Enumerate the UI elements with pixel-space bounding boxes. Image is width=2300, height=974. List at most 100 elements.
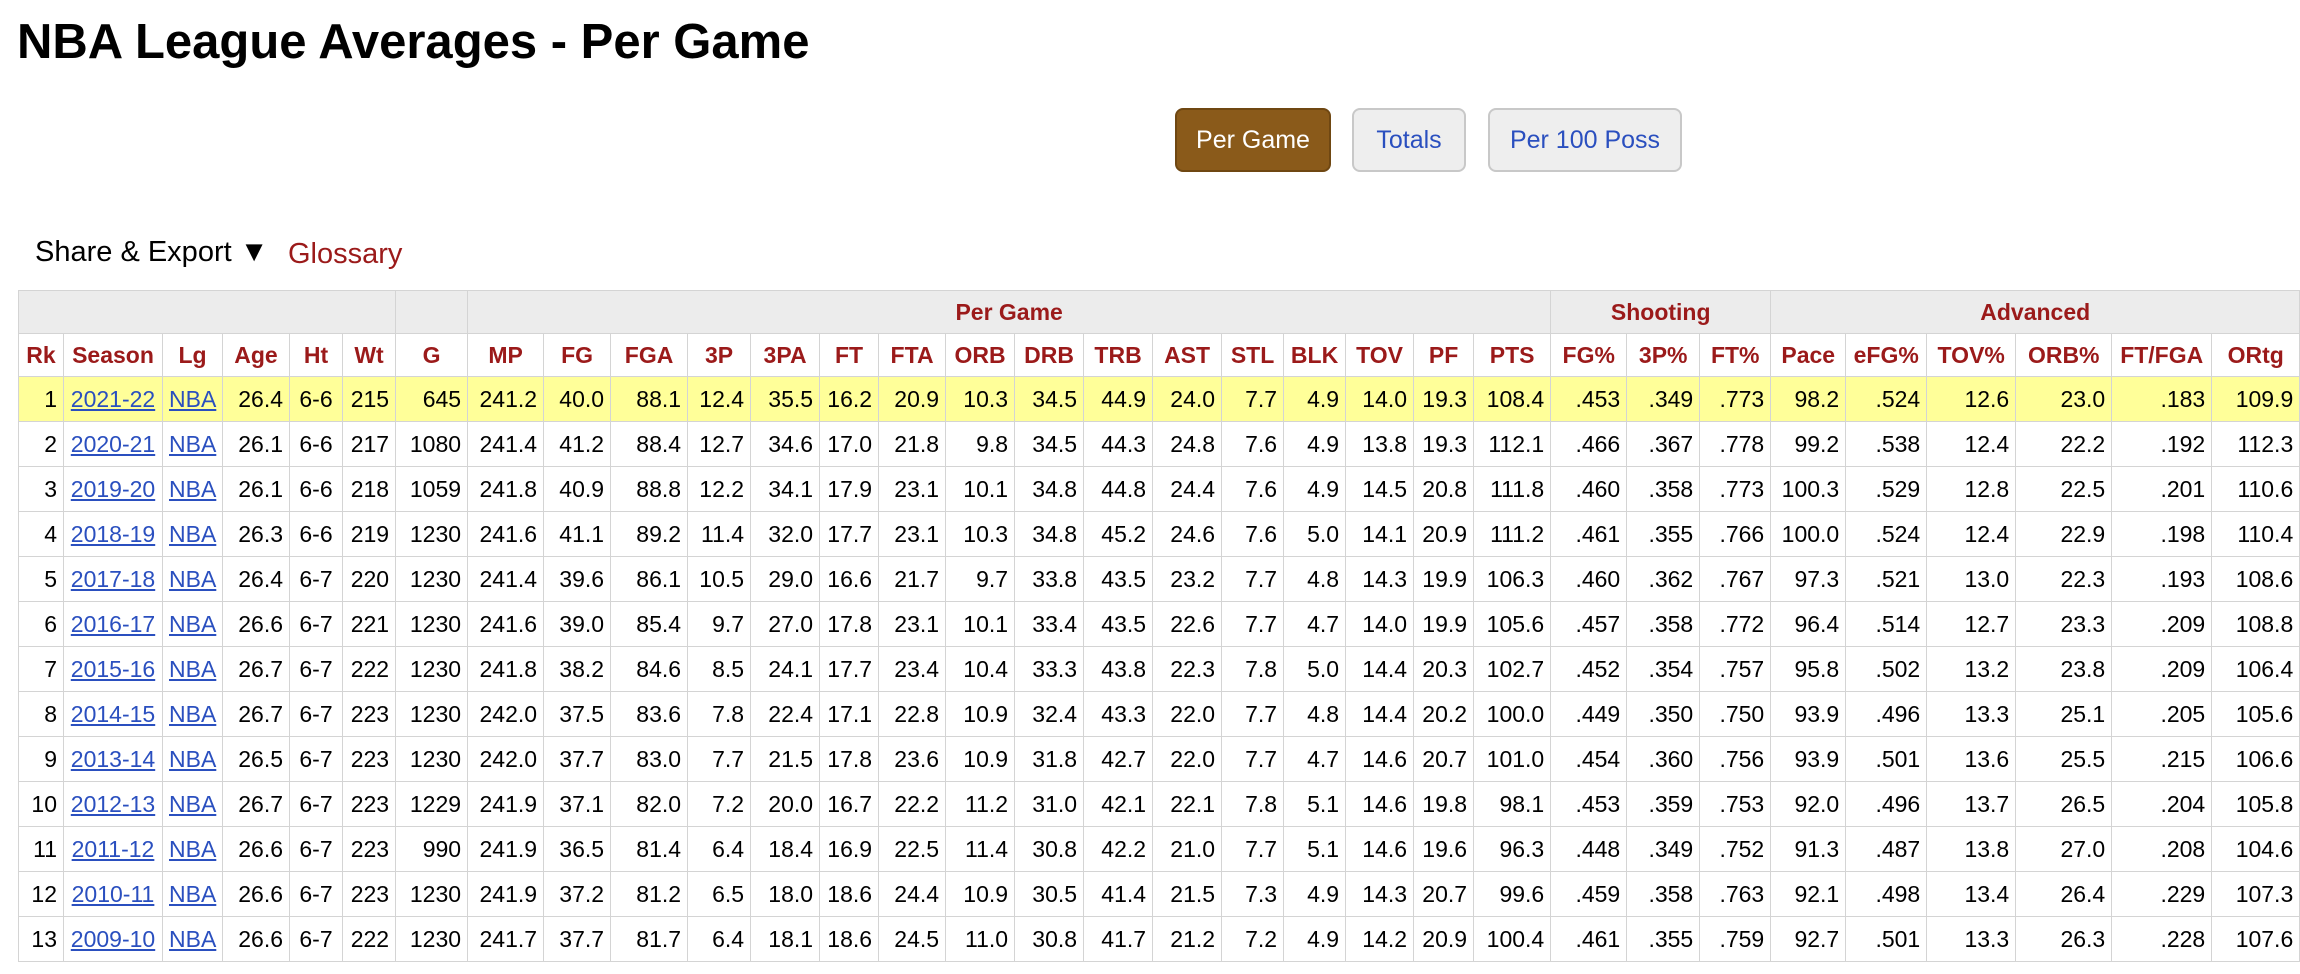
table-cell: 6 [18,601,64,647]
league-link[interactable]: NBA [169,700,217,727]
table-cell: 22.1 [1152,781,1223,827]
column-header[interactable]: Ht [289,333,343,377]
column-header[interactable]: eFG% [1845,333,1928,377]
table-cell: 21.8 [878,421,947,467]
column-header[interactable]: BLK [1283,333,1347,377]
season-cell: 2016-17 [63,601,163,647]
table-cell: 107.3 [2211,871,2300,917]
table-cell: 8.5 [687,646,752,692]
column-header[interactable]: Age [222,333,290,377]
league-link[interactable]: NBA [169,880,217,907]
table-cell: 86.1 [610,556,689,602]
column-header[interactable]: Rk [18,333,64,377]
season-link[interactable]: 2018-19 [70,520,156,547]
table-cell: .750 [1699,691,1772,737]
season-link[interactable]: 2020-21 [70,430,156,457]
table-cell: 223 [341,691,397,737]
table-cell: 27.0 [2015,826,2113,872]
table-cell: 22.2 [2015,421,2113,467]
table-cell: 7.7 [1221,556,1285,602]
column-header[interactable]: PTS [1473,333,1552,377]
table-cell: 19.9 [1413,601,1475,647]
league-link[interactable]: NBA [169,925,217,952]
column-header[interactable]: STL [1221,333,1285,377]
column-header[interactable]: ORtg [2211,333,2300,377]
per-100-poss-button[interactable]: Per 100 Poss [1488,108,1682,172]
column-header[interactable]: FG [543,333,612,377]
column-header[interactable]: FGA [610,333,689,377]
share-export-menu[interactable]: Share & Export ▼ [35,236,269,268]
totals-button[interactable]: Totals [1352,108,1466,172]
table-cell: .496 [1845,691,1928,737]
season-link[interactable]: 2009-10 [70,925,156,952]
table-cell: 14.5 [1345,466,1415,512]
table-cell: 42.7 [1083,736,1154,782]
league-link[interactable]: NBA [169,655,217,682]
table-cell: .367 [1626,421,1701,467]
table-cell: 10.9 [945,691,1016,737]
league-link[interactable]: NBA [169,385,217,412]
column-header[interactable]: 3P% [1626,333,1701,377]
league-link[interactable]: NBA [169,745,217,772]
table-cell: 31.8 [1014,736,1085,782]
season-link[interactable]: 2015-16 [70,655,156,682]
season-link[interactable]: 2016-17 [70,610,156,637]
season-link[interactable]: 2011-12 [71,835,155,862]
column-header[interactable]: FG% [1550,333,1628,377]
table-cell: 26.1 [222,421,290,467]
column-header[interactable]: ORB% [2015,333,2113,377]
league-link[interactable]: NBA [169,565,217,592]
table-cell: 6-7 [289,691,343,737]
column-header[interactable]: PF [1413,333,1475,377]
column-header[interactable]: TOV% [1926,333,2017,377]
table-cell: 23.1 [878,511,947,557]
season-link[interactable]: 2021-22 [70,385,156,412]
table-row: 13 2009-10 NBA 26.6 6-7 222 1230 241.7 37.7 81.7 6… [18,916,2300,962]
league-link[interactable]: NBA [169,610,217,637]
table-cell: .460 [1550,556,1628,602]
column-header-row: Rk Season Lg Age Ht Wt G MP FG FGA 3P 3PA FT FTA ORB DR… [18,333,2300,377]
column-header[interactable]: Season [63,333,163,377]
table-cell: 4.7 [1283,736,1347,782]
league-link[interactable]: NBA [169,790,217,817]
column-header[interactable]: Pace [1770,333,1847,377]
column-header[interactable]: FTA [878,333,947,377]
table-cell: .209 [2111,646,2213,692]
season-link[interactable]: 2014-15 [70,700,156,727]
column-header[interactable]: ORB [945,333,1016,377]
season-link[interactable]: 2010-11 [71,880,155,907]
column-header[interactable]: TOV [1345,333,1415,377]
column-header[interactable]: Lg [162,333,223,377]
glossary-link[interactable]: Glossary [288,238,403,270]
per-game-button[interactable]: Per Game [1175,108,1331,172]
table-cell: .752 [1699,826,1772,872]
column-header[interactable]: FT% [1699,333,1772,377]
column-header[interactable]: AST [1152,333,1223,377]
table-cell: 10.9 [945,736,1016,782]
season-link[interactable]: 2012-13 [70,790,156,817]
table-cell: .538 [1845,421,1928,467]
season-link[interactable]: 2013-14 [70,745,156,772]
league-link[interactable]: NBA [169,835,217,862]
column-header[interactable]: 3PA [750,333,821,377]
league-link[interactable]: NBA [169,520,217,547]
table-cell: 34.8 [1014,466,1085,512]
table-cell: 19.3 [1413,376,1475,422]
season-link[interactable]: 2019-20 [70,475,156,502]
column-header[interactable]: FT/FGA [2111,333,2213,377]
table-cell: 93.9 [1770,691,1847,737]
table-cell: .766 [1699,511,1772,557]
season-link[interactable]: 2017-18 [70,565,156,592]
column-header[interactable]: MP [467,333,545,377]
column-header[interactable]: FT [819,333,880,377]
column-header[interactable]: 3P [687,333,752,377]
column-header[interactable]: G [395,333,469,377]
column-header[interactable]: DRB [1014,333,1085,377]
table-cell: 96.4 [1770,601,1847,647]
table-cell: 17.9 [819,466,880,512]
table-cell: 36.5 [543,826,612,872]
column-header[interactable]: Wt [341,333,397,377]
league-link[interactable]: NBA [169,475,217,502]
column-header[interactable]: TRB [1083,333,1154,377]
league-link[interactable]: NBA [169,430,217,457]
